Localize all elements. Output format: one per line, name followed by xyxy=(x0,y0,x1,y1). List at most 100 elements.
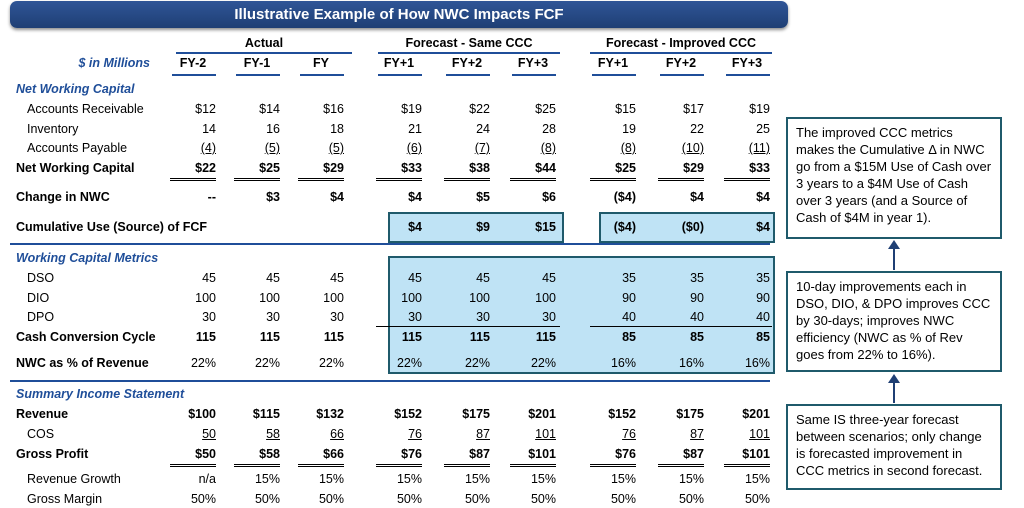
cell-dio-4: 100 xyxy=(469,291,490,305)
cell-dpo-1: 30 xyxy=(266,310,280,324)
cell-margin-5: 50% xyxy=(530,492,556,506)
cell-dpo-5: 30 xyxy=(542,310,556,324)
cell-rev-5: $201 xyxy=(528,407,556,421)
row-label-accounts-payable: Accounts Payable xyxy=(27,141,128,155)
cell-ap-4: (7) xyxy=(474,141,490,155)
cell-cos-3: 76 xyxy=(408,427,422,441)
section-divider xyxy=(10,380,770,382)
cell-rev-4: $175 xyxy=(462,407,490,421)
cell-ap-5: (8) xyxy=(540,141,556,155)
cell-dpo-0: 30 xyxy=(202,310,216,324)
col-rule xyxy=(592,74,636,76)
cell-growth-0: n/a xyxy=(198,472,216,486)
cell-ap-1: (5) xyxy=(264,141,280,155)
row-label-cumulative-use: Cumulative Use (Source) of FCF xyxy=(16,220,207,234)
cell-dso-5: 45 xyxy=(542,271,556,285)
row-label-cos: COS xyxy=(27,427,55,441)
cell-ap-6: (8) xyxy=(620,141,636,155)
cell-nwc-0: $22 xyxy=(170,161,216,181)
cell-nwcpct-0: 22% xyxy=(190,356,216,370)
cell-inv-3: 21 xyxy=(408,122,422,136)
cell-rev-1: $115 xyxy=(252,407,280,421)
row-label-gross-profit: Gross Profit xyxy=(16,447,89,461)
cell-dso-1: 45 xyxy=(266,271,280,285)
cell-inv-2: 18 xyxy=(330,122,344,136)
cell-nwc-6: $25 xyxy=(590,161,636,181)
cell-growth-7: 15% xyxy=(678,472,704,486)
cell-margin-4: 50% xyxy=(464,492,490,506)
cell-gp-0: $50 xyxy=(170,447,216,467)
cell-dio-3: 100 xyxy=(401,291,422,305)
cell-dso-4: 45 xyxy=(476,271,490,285)
cell-nwc-4: $38 xyxy=(444,161,490,181)
cell-nwc-8: $33 xyxy=(724,161,770,181)
cell-ar-8: $19 xyxy=(749,102,770,116)
cell-growth-6: 15% xyxy=(610,472,636,486)
col-header-fy-1: FY-1 xyxy=(243,56,271,70)
cell-nwcpct-8: 16% xyxy=(744,356,770,370)
cell-ar-7: $17 xyxy=(683,102,704,116)
cell-gp-6: $76 xyxy=(590,447,636,467)
col-rule xyxy=(378,74,422,76)
cell-ccc-5: 115 xyxy=(535,330,556,344)
cell-margin-3: 50% xyxy=(396,492,422,506)
col-rule xyxy=(236,74,280,76)
cell-chg-5: $6 xyxy=(542,190,556,204)
cell-nwcpct-5: 22% xyxy=(530,356,556,370)
col-rule xyxy=(172,74,216,76)
group-header-same-ccc: Forecast - Same CCC xyxy=(405,36,533,50)
cell-dio-5: 100 xyxy=(535,291,556,305)
cell-chg-2: $4 xyxy=(330,190,344,204)
row-label-gross-margin: Gross Margin xyxy=(27,492,103,506)
cell-growth-2: 15% xyxy=(318,472,344,486)
cell-dio-8: 90 xyxy=(756,291,770,305)
row-label-revenue: Revenue xyxy=(16,407,69,421)
ccc-sum-rule xyxy=(590,326,772,327)
cell-ar-4: $22 xyxy=(469,102,490,116)
cell-nwcpct-1: 22% xyxy=(254,356,280,370)
cell-gp-7: $87 xyxy=(658,447,704,467)
cell-ccc-0: 115 xyxy=(195,330,216,344)
cell-growth-4: 15% xyxy=(464,472,490,486)
cell-ar-5: $25 xyxy=(535,102,556,116)
arrow-up-icon xyxy=(888,374,900,383)
note-ccc-improvement: 10-day improvements each in DSO, DIO, & … xyxy=(786,271,1002,372)
cell-cum-8: $4 xyxy=(756,220,770,234)
page-title: Illustrative Example of How NWC Impacts … xyxy=(10,1,788,28)
cell-dio-2: 100 xyxy=(323,291,344,305)
cell-inv-0: 14 xyxy=(202,122,216,136)
cell-ap-8: (11) xyxy=(748,141,770,155)
cell-nwcpct-6: 16% xyxy=(610,356,636,370)
cell-ccc-8: 85 xyxy=(756,330,770,344)
cell-chg-0: -- xyxy=(207,190,216,204)
col-header-fy+3-improved: FY+3 xyxy=(731,56,763,70)
cell-margin-7: 50% xyxy=(678,492,704,506)
col-header-fy+2-improved: FY+2 xyxy=(665,56,697,70)
cell-dso-0: 45 xyxy=(202,271,216,285)
row-label-dso: DSO xyxy=(27,271,55,285)
cell-dio-1: 100 xyxy=(259,291,280,305)
cell-rev-0: $100 xyxy=(188,407,216,421)
note-cumulative-nwc: The improved CCC metrics makes the Cumul… xyxy=(786,117,1002,239)
cell-margin-8: 50% xyxy=(744,492,770,506)
col-header-fy-2: FY-2 xyxy=(179,56,207,70)
cell-inv-1: 16 xyxy=(266,122,280,136)
cell-chg-6: ($4) xyxy=(613,190,636,204)
cell-dpo-7: 40 xyxy=(690,310,704,324)
cell-rev-8: $201 xyxy=(742,407,770,421)
cell-ap-7: (10) xyxy=(681,141,704,155)
cell-ccc-7: 85 xyxy=(690,330,704,344)
cell-nwcpct-3: 22% xyxy=(396,356,422,370)
arrow-up-icon xyxy=(888,240,900,249)
section-divider xyxy=(10,243,770,245)
cell-nwcpct-4: 22% xyxy=(464,356,490,370)
group-rule-actual xyxy=(176,52,352,54)
cell-dio-0: 100 xyxy=(195,291,216,305)
cell-ccc-1: 115 xyxy=(259,330,280,344)
arrow-shaft xyxy=(893,248,895,270)
units-label: $ in Millions xyxy=(78,56,150,70)
cell-dpo-4: 30 xyxy=(476,310,490,324)
cell-cos-6: 76 xyxy=(622,427,636,441)
cell-gp-1: $58 xyxy=(234,447,280,467)
col-rule xyxy=(512,74,556,76)
